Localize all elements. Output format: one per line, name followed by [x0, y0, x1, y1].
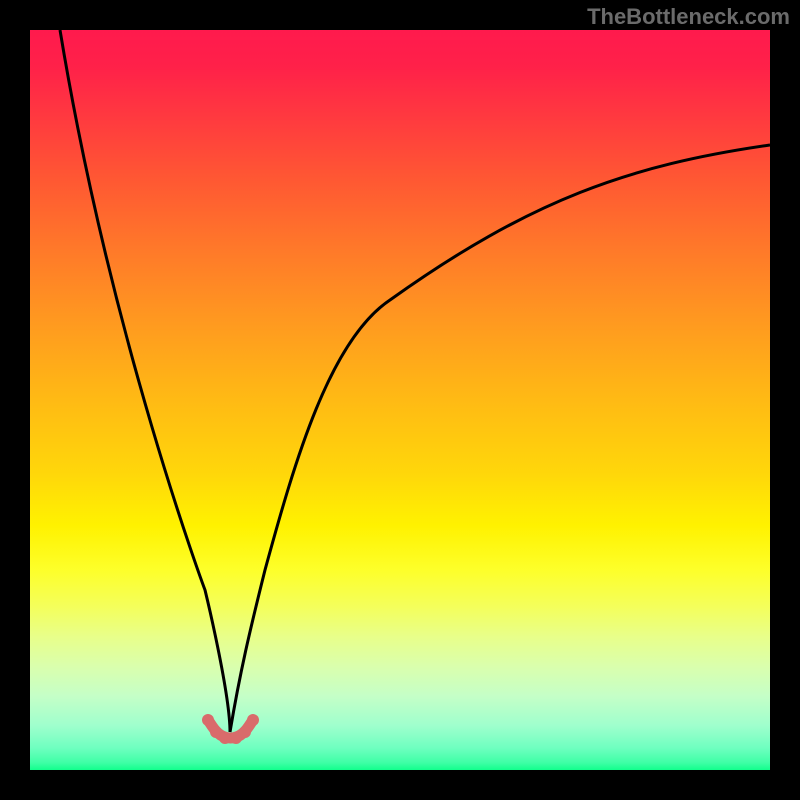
dip-dot — [202, 714, 214, 726]
plot-svg — [30, 30, 770, 770]
plot-area — [30, 30, 770, 770]
dip-dot — [239, 726, 251, 738]
gradient-background — [30, 30, 770, 770]
watermark: TheBottleneck.com — [587, 4, 790, 30]
dip-dot — [247, 714, 259, 726]
dip-dot — [219, 732, 231, 744]
chart-container: TheBottleneck.com — [0, 0, 800, 800]
